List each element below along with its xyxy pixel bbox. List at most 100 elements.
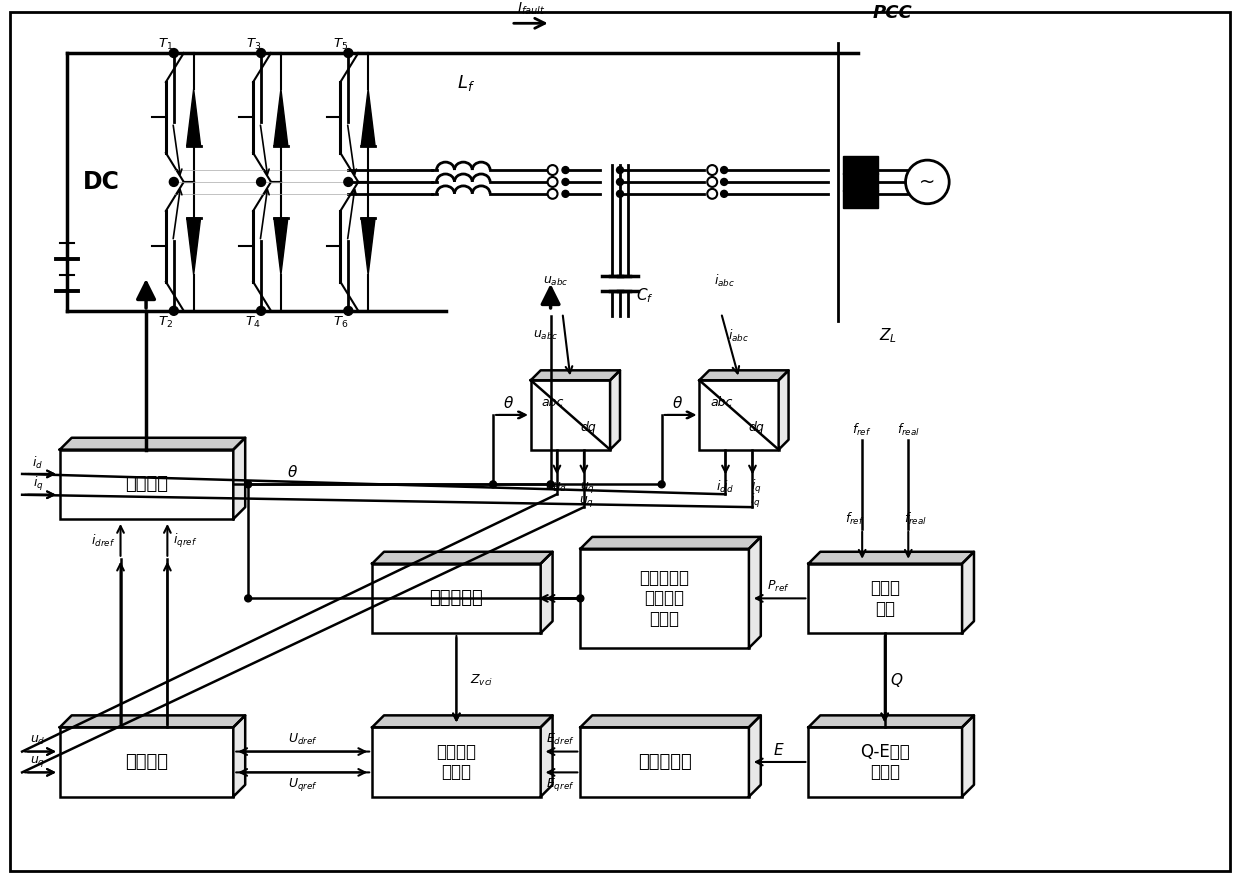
Circle shape [548, 177, 558, 187]
Text: $i_q$: $i_q$ [32, 475, 43, 493]
Bar [843, 173, 878, 191]
Circle shape [343, 307, 353, 315]
Polygon shape [274, 218, 288, 275]
Bar [580, 548, 749, 648]
Polygon shape [808, 552, 973, 563]
Circle shape [720, 190, 728, 197]
Circle shape [616, 190, 624, 197]
Polygon shape [580, 716, 761, 727]
Text: $i_d$: $i_d$ [715, 479, 727, 495]
Polygon shape [233, 716, 246, 796]
Text: $\theta$: $\theta$ [672, 395, 683, 411]
Text: 同步发电机
二阶模型
控制器: 同步发电机 二阶模型 控制器 [640, 569, 689, 628]
Text: $u_{abc}$: $u_{abc}$ [543, 274, 568, 287]
Text: $T_5$: $T_5$ [332, 37, 348, 52]
Polygon shape [531, 371, 620, 380]
Polygon shape [187, 218, 201, 275]
Polygon shape [233, 438, 246, 519]
Text: $u_q$: $u_q$ [31, 754, 46, 769]
Polygon shape [187, 89, 201, 145]
Text: $i_{abc}$: $i_{abc}$ [713, 273, 734, 289]
Text: $u_d$: $u_d$ [546, 481, 560, 494]
Text: $P_{ref}$: $P_{ref}$ [768, 579, 790, 594]
Circle shape [616, 179, 624, 186]
Bar [843, 156, 878, 174]
Text: $Z_{vci}$: $Z_{vci}$ [470, 673, 492, 689]
Polygon shape [749, 716, 761, 796]
Text: $T_1$: $T_1$ [159, 37, 174, 52]
Text: $\theta$: $\theta$ [503, 395, 515, 411]
Circle shape [562, 190, 569, 197]
Polygon shape [580, 537, 761, 548]
Bar [372, 727, 541, 796]
Polygon shape [60, 716, 246, 727]
Circle shape [257, 48, 265, 58]
Bar [699, 380, 779, 449]
Bar [808, 727, 962, 796]
Text: 电压外环: 电压外环 [125, 753, 169, 771]
Polygon shape [808, 716, 973, 727]
Circle shape [707, 189, 717, 199]
Circle shape [562, 166, 569, 173]
Polygon shape [962, 716, 973, 796]
Text: ~: ~ [919, 173, 935, 192]
Bar [531, 380, 610, 449]
Circle shape [170, 48, 179, 58]
Text: 虚拟阻抗
限流器: 虚拟阻抗 限流器 [436, 743, 476, 781]
Circle shape [257, 178, 265, 187]
Polygon shape [60, 438, 246, 449]
Text: $T_2$: $T_2$ [159, 315, 174, 330]
Text: 虚拟内阻抗: 虚拟内阻抗 [637, 753, 692, 771]
Circle shape [577, 595, 584, 602]
Text: $u_q$: $u_q$ [579, 494, 594, 509]
Circle shape [720, 179, 728, 186]
Polygon shape [749, 537, 761, 648]
Text: $E_{dref}$: $E_{dref}$ [546, 732, 575, 747]
Circle shape [490, 481, 496, 488]
Polygon shape [779, 371, 789, 449]
Text: $L_f$: $L_f$ [458, 73, 475, 93]
Text: abc: abc [542, 396, 564, 409]
Circle shape [658, 481, 665, 488]
Polygon shape [541, 552, 553, 633]
Text: Q-E下垂
控制器: Q-E下垂 控制器 [861, 743, 910, 781]
Text: $f_{real}$: $f_{real}$ [904, 511, 928, 527]
Circle shape [707, 177, 717, 187]
Circle shape [562, 179, 569, 186]
Text: $f_{ref}$: $f_{ref}$ [844, 511, 864, 527]
Text: 调速控
制器: 调速控 制器 [870, 579, 900, 618]
Text: $T_6$: $T_6$ [332, 315, 348, 330]
Text: DC: DC [83, 170, 120, 194]
Circle shape [343, 48, 353, 58]
Polygon shape [541, 716, 553, 796]
Circle shape [548, 189, 558, 199]
Text: PCC: PCC [873, 4, 913, 23]
Text: $u_d$: $u_d$ [552, 481, 568, 494]
Text: 故障判别器: 故障判别器 [429, 590, 484, 607]
Text: abc: abc [711, 396, 733, 409]
Text: $i_{abc}$: $i_{abc}$ [728, 328, 749, 343]
Text: $u_d$: $u_d$ [30, 734, 46, 747]
Circle shape [720, 166, 728, 173]
Text: $i_q$: $i_q$ [750, 492, 761, 510]
Text: $C_f$: $C_f$ [636, 286, 653, 306]
Text: $i_q$: $i_q$ [751, 478, 761, 497]
Circle shape [547, 481, 554, 488]
Circle shape [707, 165, 717, 175]
Text: $i_{qref}$: $i_{qref}$ [174, 532, 197, 550]
Circle shape [257, 307, 265, 315]
Polygon shape [962, 552, 973, 633]
Polygon shape [274, 89, 288, 145]
Polygon shape [361, 218, 374, 275]
Text: $i_d$: $i_d$ [32, 455, 43, 471]
Circle shape [170, 178, 179, 187]
Bar [372, 563, 541, 633]
Polygon shape [361, 89, 374, 145]
Text: $T_4$: $T_4$ [246, 315, 260, 330]
Bar [60, 727, 233, 796]
Circle shape [905, 160, 949, 204]
Text: dq: dq [749, 421, 764, 434]
Text: $I_{fault}$: $I_{fault}$ [517, 0, 546, 17]
Text: dq: dq [580, 421, 595, 434]
Text: $u_{abc}$: $u_{abc}$ [533, 329, 558, 343]
